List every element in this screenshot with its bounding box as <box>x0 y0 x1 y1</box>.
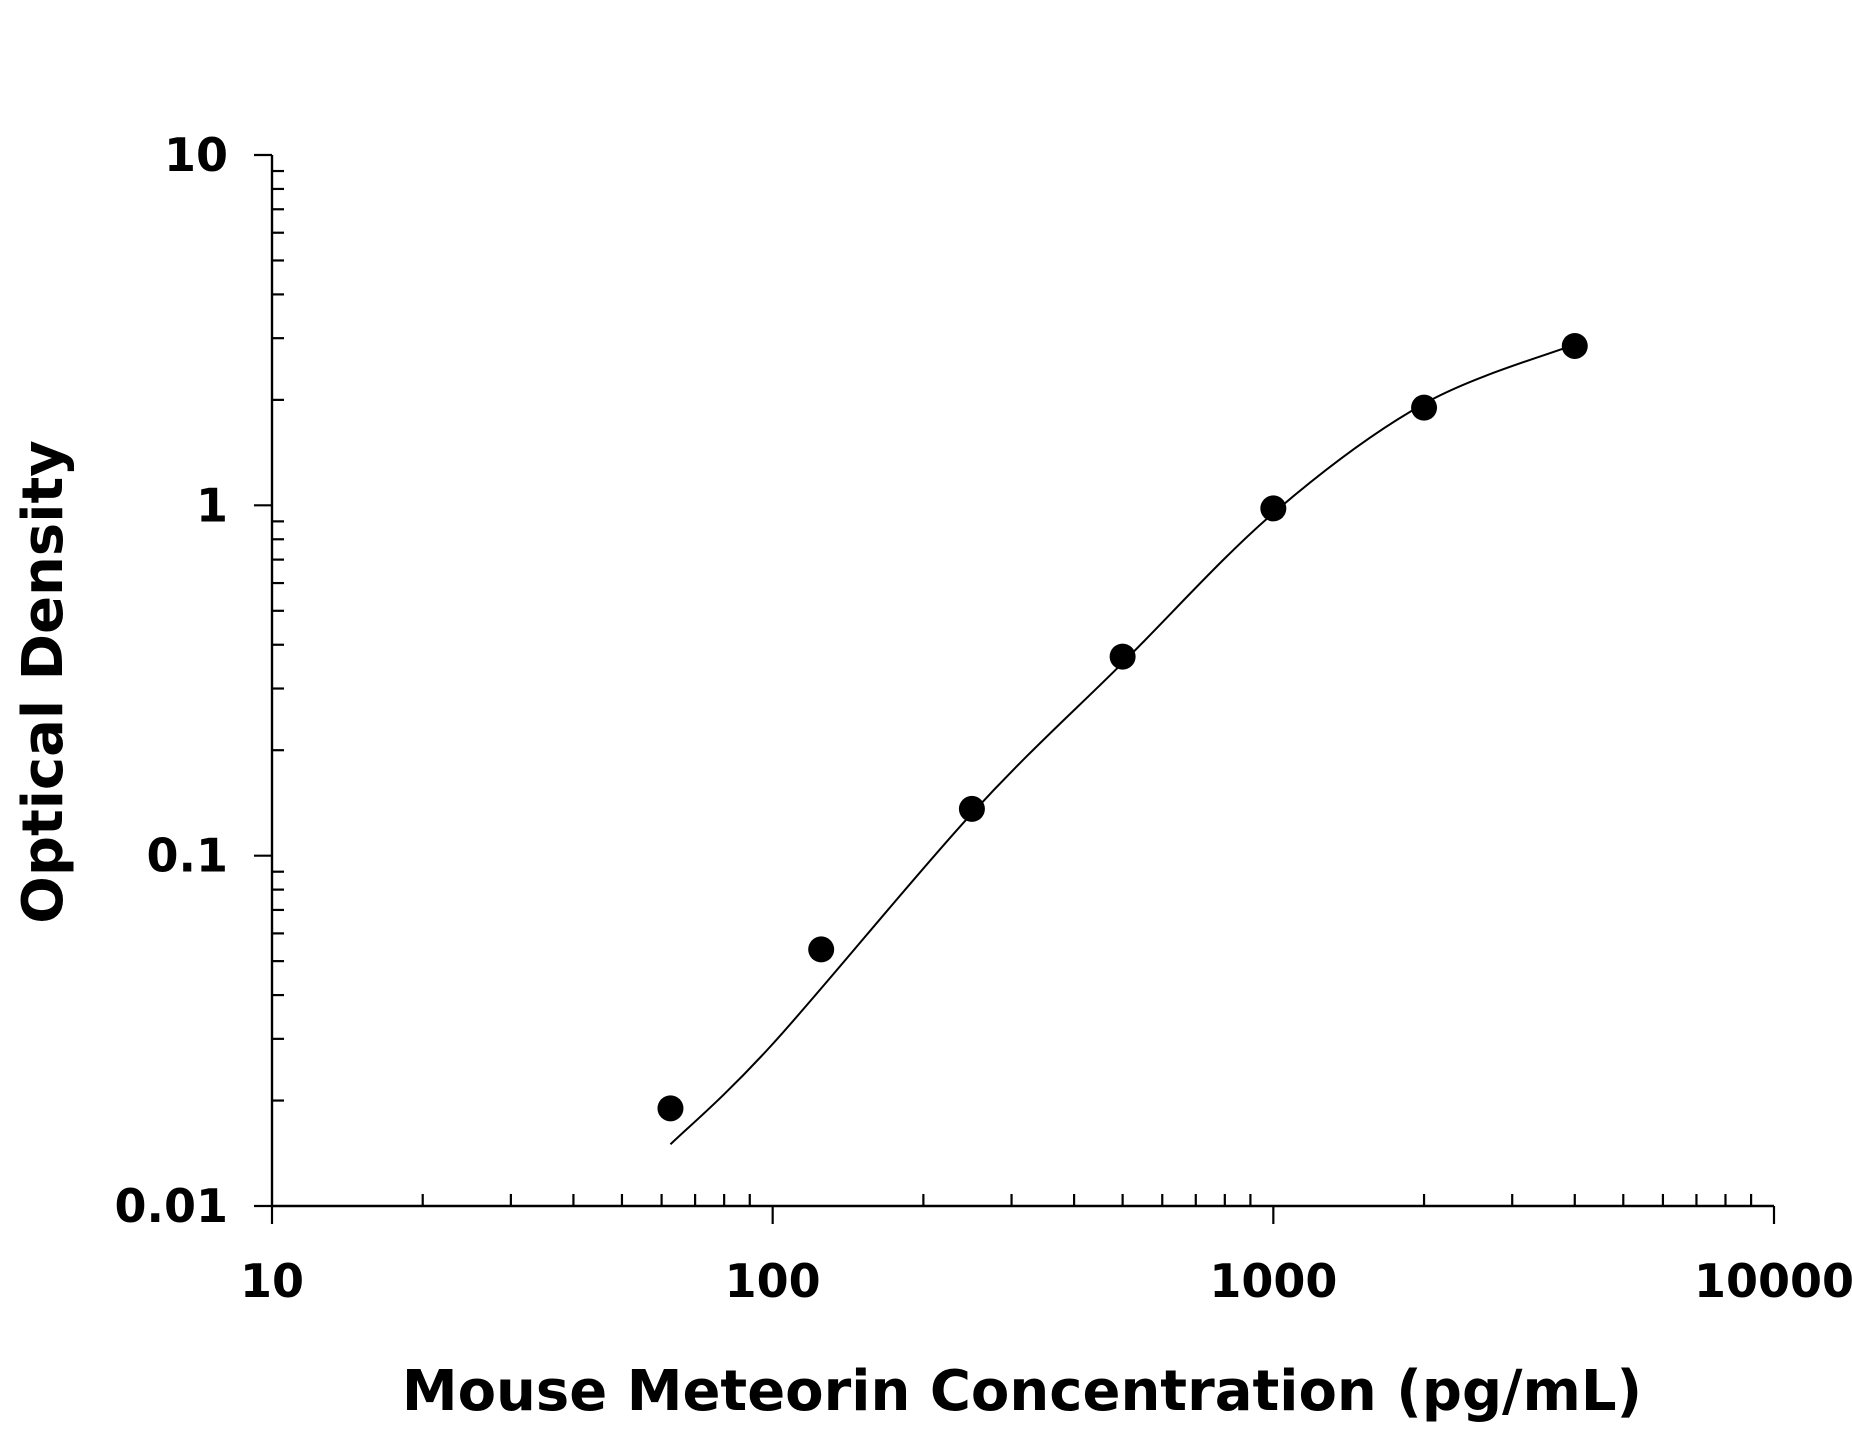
data-point <box>1411 394 1438 421</box>
data-point <box>1109 643 1136 670</box>
x-axis-label: Mouse Meteorin Concentration (pg/mL) <box>402 1359 1642 1424</box>
y-tick-label: 0.1 <box>147 829 229 883</box>
y-tick-label: 10 <box>164 128 228 182</box>
fit-curve <box>669 343 1576 1146</box>
x-axis-ticks <box>270 1194 1776 1224</box>
data-point <box>657 1095 684 1122</box>
data-point <box>808 936 835 963</box>
x-tick-label: 1000 <box>1209 1254 1337 1308</box>
data-point <box>958 795 985 822</box>
y-tick-label: 1 <box>196 478 228 532</box>
x-tick-label: 100 <box>725 1254 821 1308</box>
data-point <box>1260 495 1287 522</box>
y-axis-ticks <box>254 153 284 1208</box>
data-point <box>1561 332 1588 359</box>
y-tick-labels: 0.01 0.1 1 10 <box>115 128 229 1233</box>
x-tick-label: 10000 <box>1694 1254 1852 1308</box>
y-axis-label: Optical Density <box>11 440 76 923</box>
data-points <box>657 332 1588 1122</box>
y-tick-label: 0.01 <box>115 1179 229 1233</box>
x-tick-label: 10 <box>240 1254 304 1308</box>
x-tick-labels: 10 100 1000 10000 <box>240 1254 1852 1308</box>
